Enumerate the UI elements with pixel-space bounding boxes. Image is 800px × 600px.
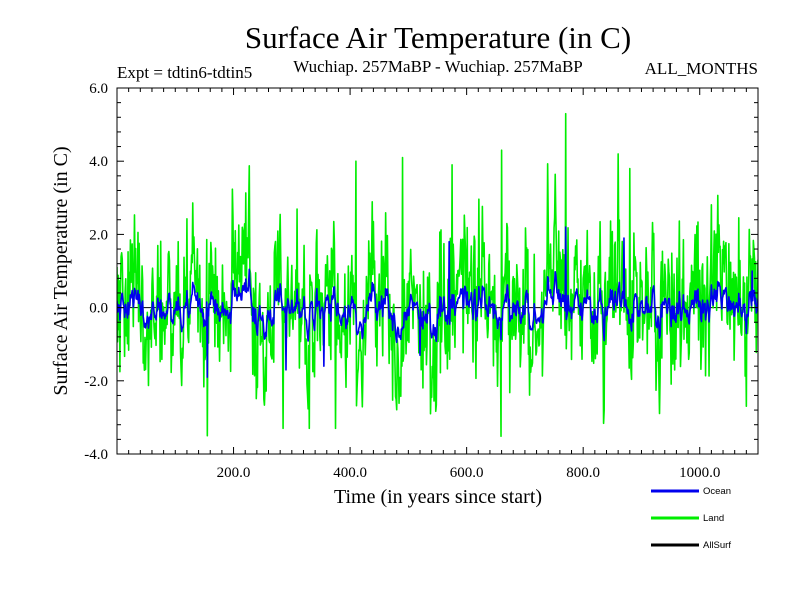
legend-label-allsurf: AllSurf [703,540,731,551]
y-axis-label: Surface Air Temperature (in C) [50,146,72,395]
legend-label-land: Land [703,513,724,524]
x-axis-label: Time (in years since start) [334,486,542,508]
plot-area [117,112,758,438]
series-line-ocean [117,226,758,378]
legend-label-ocean: Ocean [703,486,731,497]
y-tick-label: -2.0 [84,374,108,390]
y-tick-label: 0.0 [89,301,108,317]
y-tick-label: -4.0 [84,447,108,463]
experiment-label: Expt = tdtin6-tdtin5 [117,63,252,82]
period-label: Wuchiap. 257MaBP - Wuchiap. 257MaBP [293,57,583,76]
x-tick-label: 1000.0 [679,465,720,481]
x-tick-label: 400.0 [333,465,367,481]
chart-title: Surface Air Temperature (in C) [245,20,631,55]
y-tick-label: 4.0 [89,154,108,170]
months-label: ALL_MONTHS [645,59,758,78]
y-tick-label: 2.0 [89,227,108,243]
x-tick-label: 600.0 [450,465,484,481]
y-tick-label: 6.0 [89,81,108,97]
legend: Ocean Land AllSurf [651,486,731,551]
axes: 200.0 400.0 600.0 800.0 1000.0 -4.0 -2.0 0.0 2.0… [84,81,759,481]
plot-frame [116,87,759,455]
x-tick-label: 800.0 [566,465,600,481]
x-tick-label: 200.0 [217,465,251,481]
series-line-land [117,112,758,438]
